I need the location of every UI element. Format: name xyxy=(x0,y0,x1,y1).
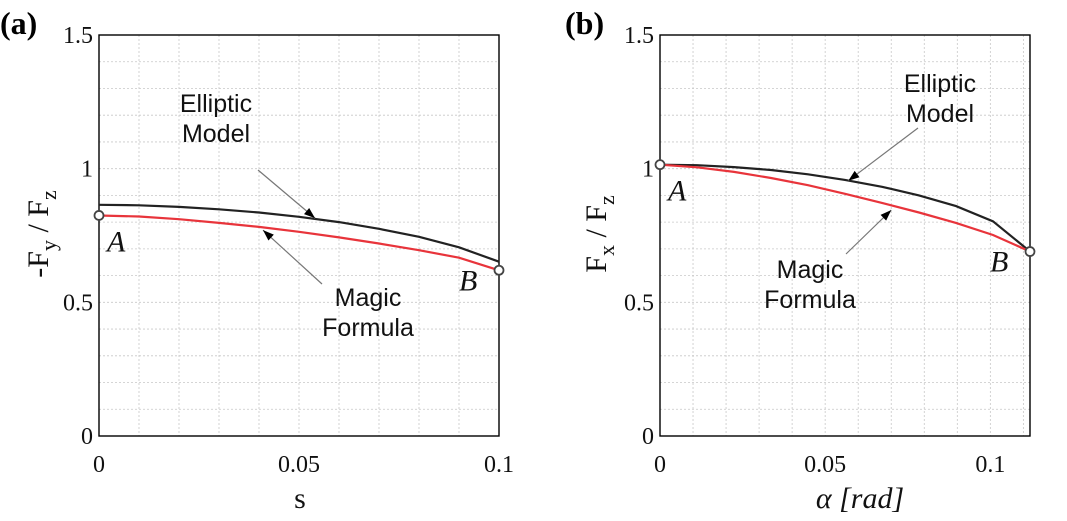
y-tick-label: 0 xyxy=(81,424,93,450)
x-tick-labels-a: 0 0.05 0.1 xyxy=(93,452,514,478)
annotation-arrowhead xyxy=(848,170,860,181)
point-label-B: B xyxy=(990,246,1008,279)
plot-frame-a xyxy=(98,34,500,437)
y-axis-label-b: Fx / Fz xyxy=(580,195,619,273)
annotation-text: Magic xyxy=(335,284,402,312)
x-tick-label: 0 xyxy=(654,452,666,478)
endpoints-a: AB xyxy=(93,210,505,297)
y-tick-label: 1 xyxy=(81,157,93,183)
series-line-elliptic-model xyxy=(659,163,1031,253)
series-lines-b xyxy=(659,163,1031,253)
point-label-A: A xyxy=(105,225,126,258)
annotation-text: Formula xyxy=(764,286,856,314)
panel-label-a: (a) xyxy=(0,5,37,41)
series-line-magic-formula xyxy=(98,214,500,272)
x-tick-label: 0.1 xyxy=(975,452,1005,478)
y-tick-label: 1 xyxy=(642,157,654,183)
x-tick-label: 0.05 xyxy=(804,452,846,478)
annotation-text: Formula xyxy=(322,314,414,342)
point-label-B: B xyxy=(459,264,477,297)
x-tick-label: 0 xyxy=(93,452,105,478)
y-tick-label: 0 xyxy=(642,424,654,450)
annotation-text: Elliptic xyxy=(180,90,252,118)
point-label-A: A xyxy=(666,175,687,208)
annotation-text: Model xyxy=(906,100,974,128)
x-tick-label: 0.1 xyxy=(484,452,514,478)
panel-label-b: (b) xyxy=(565,5,604,41)
series-line-magic-formula xyxy=(659,163,1031,253)
annotation-arrow xyxy=(262,229,323,285)
annotation-arrowhead xyxy=(263,230,274,241)
annotation-text: Magic xyxy=(777,256,844,284)
x-tick-labels-b: 0 0.05 0.1 xyxy=(654,452,1005,478)
y-tick-label: 0.5 xyxy=(624,290,654,316)
annotation-arrow xyxy=(257,169,316,219)
annotation-arrowhead xyxy=(880,210,892,221)
endpoints-b: AB xyxy=(654,159,1036,279)
y-tick-label: 0.5 xyxy=(63,290,93,316)
y-axis-label-a: -Fy / Fz xyxy=(22,190,61,278)
series-line-elliptic-model xyxy=(98,203,500,263)
annotation-arrow xyxy=(847,127,919,182)
annotation-arrowhead xyxy=(304,207,315,219)
plot-frame-b xyxy=(659,34,1031,437)
endpoint-A xyxy=(93,210,105,221)
endpoint-A xyxy=(654,159,666,171)
endpoint-B xyxy=(493,264,505,276)
grid-a xyxy=(98,34,500,437)
y-tick-label: 1.5 xyxy=(624,23,654,49)
series-lines-a xyxy=(98,203,500,272)
x-axis-label-a: s xyxy=(294,482,306,515)
x-axis-label-b: α [rad] xyxy=(816,482,904,515)
y-tick-label: 1.5 xyxy=(63,23,93,49)
y-tick-labels-a: 0 0.5 1 1.5 xyxy=(63,23,93,450)
x-tick-label: 0.05 xyxy=(278,452,320,478)
endpoint-B xyxy=(1024,246,1036,257)
y-tick-labels-b: 0 0.5 1 1.5 xyxy=(624,23,654,450)
panel-b: (b) 0 0.05 0.1 0 0.5 1 1.5 α [rad] Fx / Fz El… xyxy=(565,5,1036,515)
annotation-text: Elliptic xyxy=(904,70,976,98)
panel-a: (a) 0 0.05 0.1 0 0.5 1 1.5 s -Fy / Fz Ellipti… xyxy=(0,5,514,515)
annotation-text: Model xyxy=(182,120,250,148)
